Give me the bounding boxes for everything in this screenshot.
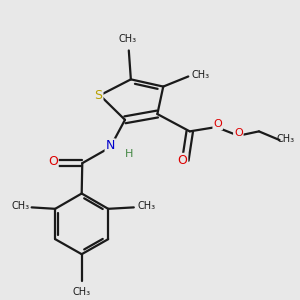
Text: H: H [125, 148, 134, 159]
Text: CH₃: CH₃ [118, 34, 136, 44]
Text: N: N [106, 139, 115, 152]
Text: S: S [94, 89, 103, 102]
Text: CH₃: CH₃ [73, 287, 91, 297]
Text: O: O [178, 154, 187, 167]
Text: CH₃: CH₃ [11, 201, 29, 211]
Text: CH₃: CH₃ [276, 134, 295, 144]
Text: O: O [48, 155, 58, 168]
Text: O: O [234, 128, 243, 138]
Text: O: O [213, 119, 222, 129]
Text: CH₃: CH₃ [137, 201, 155, 211]
Text: CH₃: CH₃ [192, 70, 210, 80]
